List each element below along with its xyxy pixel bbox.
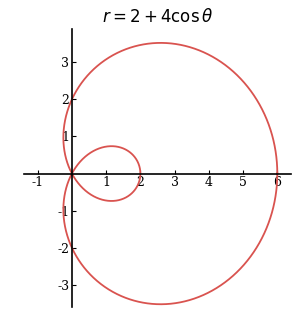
Title: $r = 2 + 4\cos\theta$: $r = 2 + 4\cos\theta$ [102, 8, 213, 26]
